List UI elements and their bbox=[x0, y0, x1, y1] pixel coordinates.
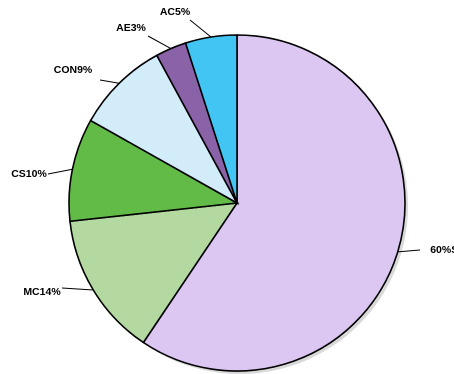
pie-slice-ac bbox=[184, 34, 238, 204]
leader-line bbox=[61, 287, 94, 291]
slice-label: AC5% bbox=[160, 6, 191, 18]
pie-slice-sc bbox=[142, 34, 406, 372]
leader-line bbox=[147, 35, 172, 49]
slice-label: CON9% bbox=[54, 64, 93, 76]
leader-line bbox=[189, 19, 212, 38]
pie-slice-con bbox=[89, 54, 240, 206]
pie-labels: 60%SC MC14% CS10% CON9% AE3% AC5% bbox=[11, 6, 454, 298]
leader-line bbox=[397, 249, 421, 253]
slice-label: AE3% bbox=[116, 22, 146, 34]
pie-slice-mc bbox=[69, 202, 239, 344]
slice-label: MC14% bbox=[23, 286, 61, 298]
leader-line bbox=[47, 168, 73, 175]
slice-label: CS10% bbox=[11, 168, 47, 180]
slice-label: 60%SC bbox=[430, 244, 454, 256]
leader-line bbox=[99, 79, 120, 84]
pie-slices bbox=[68, 34, 406, 372]
